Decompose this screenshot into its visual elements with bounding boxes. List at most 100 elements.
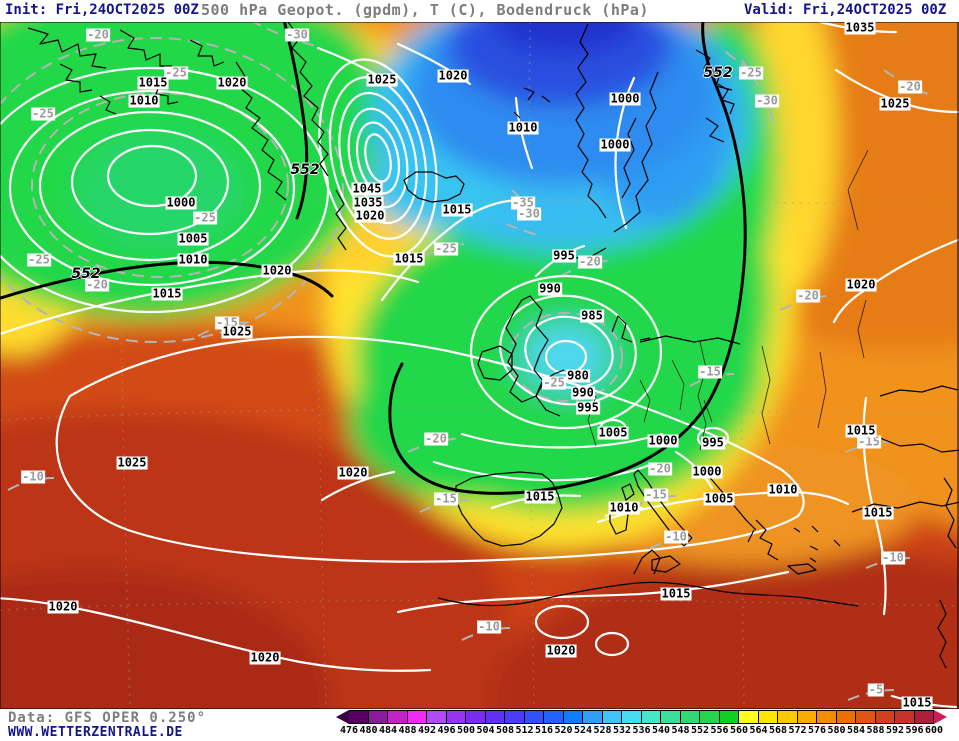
geopotential-colorbar: 476 480 484 488 492 496 500 504 508 512 516 520 524 5… [336, 710, 951, 740]
colorbar-tick-label: 596 [905, 725, 924, 736]
pressure-label: 995 [701, 435, 725, 450]
colorbar-tick-label: 592 [885, 725, 905, 736]
colorbar-cell [407, 710, 427, 724]
colorbar-cell [875, 710, 895, 724]
pressure-label: 990 [571, 385, 595, 400]
pressure-label: 1025 [366, 72, 398, 87]
temperature-label: -15 [644, 487, 668, 502]
pressure-label: 1005 [177, 231, 209, 246]
coastlines [27, 22, 959, 669]
pressure-label: 1025 [116, 455, 148, 470]
colorbar-tick-label: 564 [749, 725, 768, 736]
data-source-label: Data: GFS OPER 0.250° [8, 710, 207, 726]
header-bar: Init: Fri,24OCT2025 00Z 500 hPa Geopot. … [0, 0, 959, 22]
pressure-label: 1010 [128, 93, 160, 108]
temperature-label: -10 [881, 550, 905, 565]
pressure-label: 1015 [137, 75, 169, 90]
temperature-label: -20 [424, 431, 448, 446]
colorbar-tick-label: 600 [924, 725, 944, 736]
pressure-label: 1000 [609, 91, 641, 106]
colorbar-tick-label: 556 [710, 725, 729, 736]
pressure-label: 1025 [879, 96, 911, 111]
pressure-label: 1015 [862, 505, 894, 520]
temperature-label: -20 [578, 254, 602, 269]
temperature-label: -15 [434, 491, 458, 506]
pressure-label: 1020 [545, 643, 577, 658]
pressure-label: 1035 [352, 195, 384, 210]
colorbar-tick-label: 488 [398, 725, 417, 736]
colorbar-cell [719, 710, 739, 724]
temperature-label: -15 [857, 434, 881, 449]
colorbar-cell [817, 710, 837, 724]
valid-time-label: Valid: Fri,24OCT2025 00Z [744, 2, 947, 18]
temperature-label: -25 [542, 375, 566, 390]
map-title: 500 hPa Geopot. (gpdm), T (C), Bodendruc… [201, 1, 649, 19]
colorbar-cell [680, 710, 700, 724]
colorbar-tick-label: 552 [690, 725, 710, 736]
temperature-label: -10 [664, 529, 688, 544]
temperature-label: -10 [477, 619, 501, 634]
colorbar-tick-label: 516 [534, 725, 554, 736]
colorbar-cell [563, 710, 583, 724]
pressure-label: 1005 [703, 491, 735, 506]
colorbar-swatches [336, 710, 947, 724]
colorbar-tick-label: 512 [515, 725, 534, 736]
colorbar-tick-label: 496 [437, 725, 456, 736]
colorbar-tick-label: 480 [359, 725, 378, 736]
colorbar-tick-label: 508 [495, 725, 515, 736]
temperature-label: -10 [21, 469, 45, 484]
temperature-label: -20 [85, 277, 109, 292]
colorbar-cell [583, 710, 603, 724]
colorbar-cell [622, 710, 642, 724]
colorbar-cell [388, 710, 408, 724]
temperature-label: -25 [739, 65, 763, 80]
pressure-label: 995 [576, 400, 600, 415]
colorbar-cell [895, 710, 915, 724]
temperature-label: -15 [698, 364, 722, 379]
pressure-label: 1020 [261, 263, 293, 278]
pressure-label: 1020 [845, 277, 877, 292]
colorbar-cell [856, 710, 876, 724]
colorbar-cell [700, 710, 720, 724]
pressure-label: 1000 [165, 195, 197, 210]
pressure-label: 990 [538, 281, 562, 296]
colorbar-tick-label: 576 [807, 725, 827, 736]
pressure-label: 1020 [249, 650, 281, 665]
pressure-label: 1010 [507, 120, 539, 135]
pressure-label: 1000 [647, 433, 679, 448]
pressure-label: 1005 [597, 425, 629, 440]
colorbar-cell [524, 710, 544, 724]
pressure-label: 1035 [844, 20, 876, 35]
colorbar-scale-labels: 476 480 484 488 492 496 500 504 508 512 516 520 524 5… [336, 725, 951, 738]
pressure-label: 1010 [177, 252, 209, 267]
temperature-label: -25 [27, 252, 51, 267]
colorbar-cell [641, 710, 661, 724]
pressure-label: 1020 [216, 75, 248, 90]
colorbar-tick-label: 504 [476, 725, 495, 736]
colorbar-cell [797, 710, 817, 724]
colorbar-tick-label: 560 [729, 725, 749, 736]
website-label: WWW.WETTERZENTRALE.DE [8, 725, 183, 740]
colorbar-tick-label: 580 [827, 725, 846, 736]
colorbar-cell [778, 710, 798, 724]
colorbar-cell [544, 710, 564, 724]
pressure-label: 1015 [524, 489, 556, 504]
country-borders [587, 149, 869, 451]
temperature-label: -25 [164, 65, 188, 80]
temperature-label: -25 [434, 241, 458, 256]
pressure-label: 1020 [354, 208, 386, 223]
pressure-label: 1015 [151, 286, 183, 301]
colorbar-cell [758, 710, 778, 724]
temperature-label: -20 [86, 27, 110, 42]
colorbar-tick-label: 588 [866, 725, 885, 736]
temperature-label: -30 [285, 27, 309, 42]
colorbar-tick-label: 548 [671, 725, 690, 736]
graticule [0, 22, 959, 709]
colorbar-tick-label: 584 [846, 725, 866, 736]
temperature-label: -25 [193, 210, 217, 225]
temperature-label: -25 [31, 106, 55, 121]
geopotential-552-label: 552 [703, 65, 733, 81]
